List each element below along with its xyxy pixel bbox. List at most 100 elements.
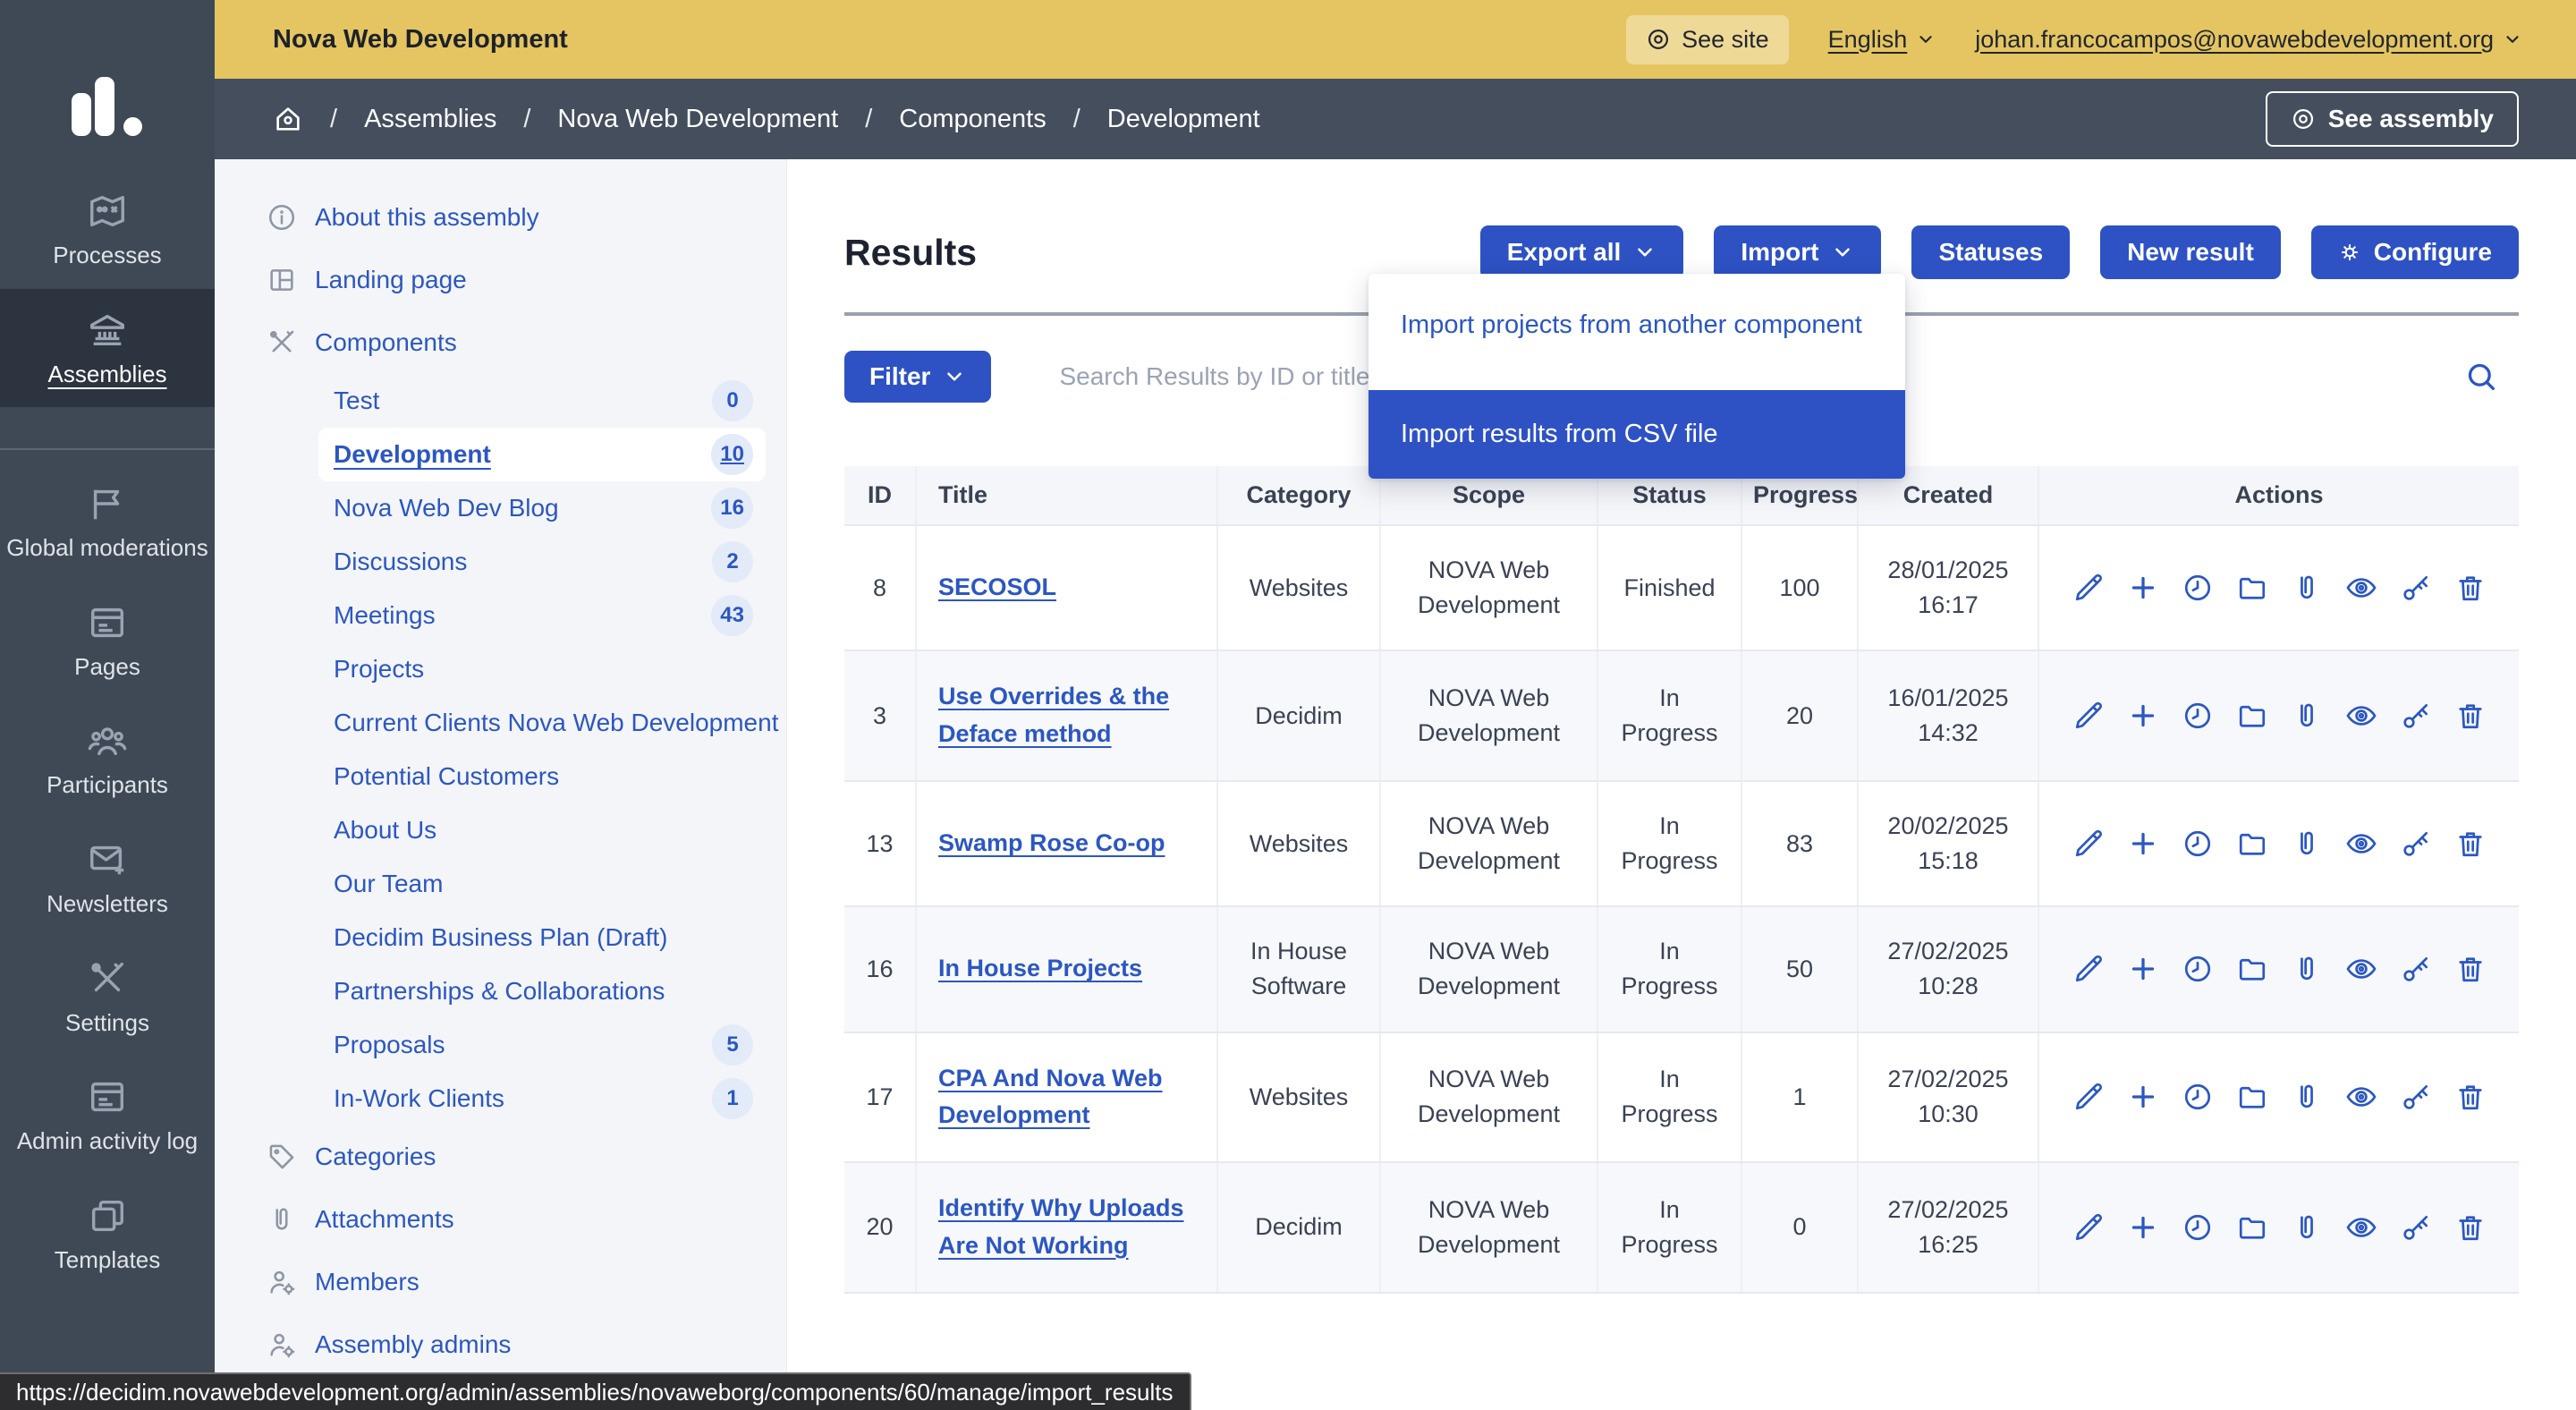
menu-item-assembly-admins[interactable]: Assembly admins (215, 1313, 786, 1376)
search-icon[interactable] (2463, 359, 2499, 395)
component-item-about-us[interactable]: About Us (318, 803, 766, 857)
result-title-link[interactable]: Identify Why Uploads Are Not Working (938, 1194, 1184, 1259)
import-button[interactable]: Import (1714, 225, 1881, 279)
sidebar-item-pages[interactable]: Pages (0, 582, 215, 701)
decidim-logo[interactable] (0, 0, 215, 170)
preview-icon[interactable] (2345, 828, 2377, 860)
new-result-button[interactable]: New result (2100, 225, 2281, 279)
configure-button[interactable]: Configure (2311, 225, 2519, 279)
sidebar-item-settings[interactable]: Settings (0, 938, 215, 1057)
folder-icon[interactable] (2236, 953, 2268, 985)
attachment-icon[interactable] (2291, 953, 2323, 985)
history-icon[interactable] (2182, 953, 2214, 985)
component-item-potential-customers[interactable]: Potential Customers (318, 750, 766, 803)
menu-item-about-assembly[interactable]: About this assembly (215, 186, 786, 249)
home-icon[interactable] (273, 104, 303, 134)
user-menu[interactable]: johan.francocampos@novawebdevelopment.or… (1975, 26, 2522, 54)
menu-item-attachments[interactable]: Attachments (215, 1188, 786, 1251)
add-icon[interactable] (2127, 953, 2159, 985)
component-item-meetings[interactable]: Meetings 43 (318, 589, 766, 642)
sidebar-item-admin-activity-log[interactable]: Admin activity log (0, 1056, 215, 1175)
history-icon[interactable] (2182, 1211, 2214, 1244)
folder-icon[interactable] (2236, 1081, 2268, 1113)
breadcrumb-assembly[interactable]: Nova Web Development (557, 105, 838, 134)
permissions-icon[interactable] (2400, 953, 2432, 985)
history-icon[interactable] (2182, 1081, 2214, 1113)
filter-button[interactable]: Filter (844, 351, 991, 403)
attachment-icon[interactable] (2291, 572, 2323, 604)
folder-icon[interactable] (2236, 828, 2268, 860)
statuses-button[interactable]: Statuses (1911, 225, 2070, 279)
edit-icon[interactable] (2072, 1081, 2105, 1113)
history-icon[interactable] (2182, 828, 2214, 860)
permissions-icon[interactable] (2400, 1211, 2432, 1244)
edit-icon[interactable] (2072, 953, 2105, 985)
sidebar-item-global-moderations[interactable]: Global moderations (0, 463, 215, 582)
breadcrumb-development[interactable]: Development (1107, 105, 1260, 134)
menu-item-import-csv[interactable]: Import results from CSV file (1368, 390, 1905, 479)
component-item-decidim-business-plan[interactable]: Decidim Business Plan (Draft) (318, 911, 766, 964)
result-title-link[interactable]: In House Projects (938, 955, 1142, 981)
folder-icon[interactable] (2236, 572, 2268, 604)
component-item-current-clients[interactable]: Current Clients Nova Web Development (318, 696, 766, 750)
add-icon[interactable] (2127, 572, 2159, 604)
permissions-icon[interactable] (2400, 572, 2432, 604)
preview-icon[interactable] (2345, 572, 2377, 604)
add-icon[interactable] (2127, 828, 2159, 860)
menu-item-import-projects[interactable]: Import projects from another component (1368, 274, 1905, 370)
edit-icon[interactable] (2072, 828, 2105, 860)
edit-icon[interactable] (2072, 700, 2105, 732)
attachment-icon[interactable] (2291, 1211, 2323, 1244)
component-item-nova-web-dev-blog[interactable]: Nova Web Dev Blog 16 (318, 481, 766, 535)
edit-icon[interactable] (2072, 572, 2105, 604)
sidebar-item-templates[interactable]: Templates (0, 1175, 215, 1294)
component-item-discussions[interactable]: Discussions 2 (318, 535, 766, 589)
delete-icon[interactable] (2454, 1081, 2487, 1113)
component-item-partnerships[interactable]: Partnerships & Collaborations (318, 964, 766, 1018)
see-assembly-button[interactable]: See assembly (2266, 91, 2519, 147)
result-title-link[interactable]: CPA And Nova Web Development (938, 1065, 1163, 1129)
language-menu[interactable]: English (1828, 26, 1936, 54)
add-icon[interactable] (2127, 1081, 2159, 1113)
history-icon[interactable] (2182, 700, 2214, 732)
preview-icon[interactable] (2345, 953, 2377, 985)
menu-item-categories[interactable]: Categories (215, 1125, 786, 1188)
menu-item-landing-page[interactable]: Landing page (215, 249, 786, 311)
component-item-proposals[interactable]: Proposals 5 (318, 1018, 766, 1072)
delete-icon[interactable] (2454, 1211, 2487, 1244)
result-title-link[interactable]: Use Overrides & the Deface method (938, 683, 1169, 747)
preview-icon[interactable] (2345, 1081, 2377, 1113)
folder-icon[interactable] (2236, 1211, 2268, 1244)
folder-icon[interactable] (2236, 700, 2268, 732)
component-item-in-work-clients[interactable]: In-Work Clients 1 (318, 1072, 766, 1125)
menu-item-components[interactable]: Components (215, 311, 786, 374)
preview-icon[interactable] (2345, 700, 2377, 732)
sidebar-item-processes[interactable]: Processes (0, 170, 215, 289)
result-title-link[interactable]: Swamp Rose Co-op (938, 829, 1165, 856)
menu-item-members[interactable]: Members (215, 1251, 786, 1313)
preview-icon[interactable] (2345, 1211, 2377, 1244)
add-icon[interactable] (2127, 1211, 2159, 1244)
edit-icon[interactable] (2072, 1211, 2105, 1244)
sidebar-item-participants[interactable]: Participants (0, 700, 215, 819)
delete-icon[interactable] (2454, 700, 2487, 732)
permissions-icon[interactable] (2400, 700, 2432, 732)
component-item-test[interactable]: Test 0 (318, 374, 766, 428)
result-title-link[interactable]: SECOSOL (938, 573, 1056, 600)
add-icon[interactable] (2127, 700, 2159, 732)
delete-icon[interactable] (2454, 572, 2487, 604)
component-item-development[interactable]: Development 10 (318, 428, 766, 481)
component-item-projects[interactable]: Projects (318, 642, 766, 696)
history-icon[interactable] (2182, 572, 2214, 604)
permissions-icon[interactable] (2400, 1081, 2432, 1113)
breadcrumb-assemblies[interactable]: Assemblies (364, 105, 496, 134)
attachment-icon[interactable] (2291, 1081, 2323, 1113)
permissions-icon[interactable] (2400, 828, 2432, 860)
sidebar-item-newsletters[interactable]: Newsletters (0, 819, 215, 938)
attachment-icon[interactable] (2291, 700, 2323, 732)
export-all-button[interactable]: Export all (1480, 225, 1684, 279)
delete-icon[interactable] (2454, 828, 2487, 860)
sidebar-item-assemblies[interactable]: Assemblies (0, 289, 215, 408)
attachment-icon[interactable] (2291, 828, 2323, 860)
see-site-button[interactable]: See site (1626, 15, 1789, 64)
